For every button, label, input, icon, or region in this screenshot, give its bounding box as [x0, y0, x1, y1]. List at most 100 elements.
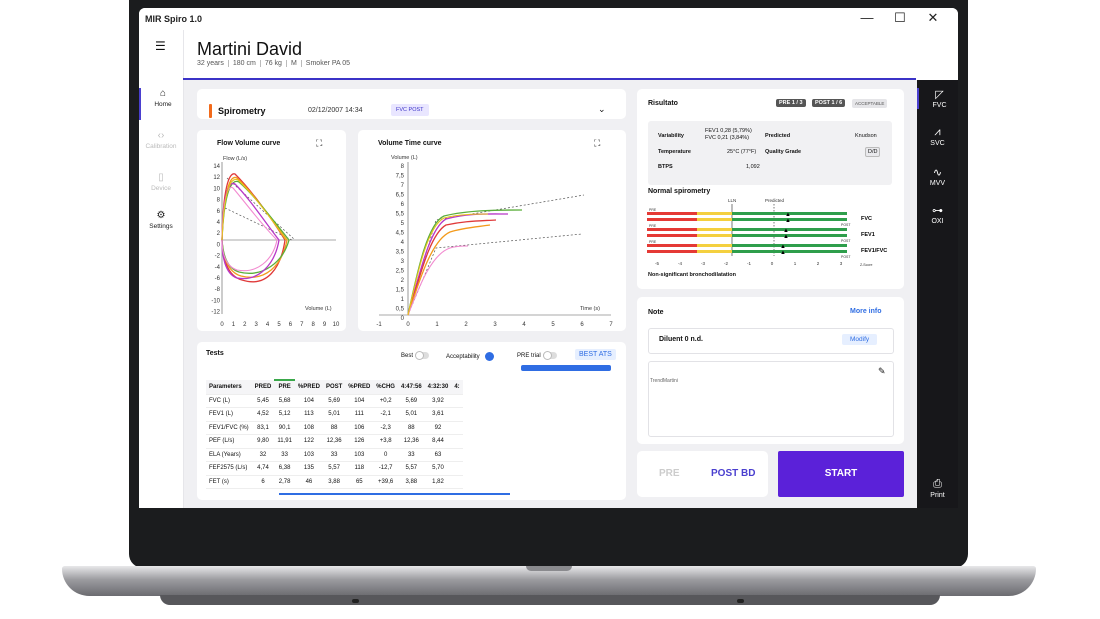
table-row[interactable]: FEF2575 (L/s) 4,74 6,38 135 5,57 118 -12,7 5,57… [206, 461, 463, 476]
code-icon: ‹› [157, 130, 165, 141]
tick-label: -4 [215, 265, 221, 271]
table-cell: 12,36 [322, 434, 346, 449]
pre-trial-toggle[interactable]: PRE trial [517, 351, 557, 360]
btps-value: 1,092 [746, 164, 760, 170]
table-cell: 3,61 [424, 407, 452, 422]
table-row[interactable]: FET (s) 6 2,78 46 3,88 65 +39,6 3,88 1,82 [206, 475, 463, 489]
spirometry-date: 02/12/2007 14:34 [308, 107, 363, 114]
predicted-line [407, 194, 585, 316]
sidebar-item-label: Home [154, 101, 172, 108]
variability-label: Variability [658, 133, 684, 139]
loop-curve [221, 176, 288, 278]
mvv-icon: ∿ [932, 167, 943, 179]
sidebar-item-home[interactable]: ⌂ Home [139, 88, 185, 120]
zscore-row-label: FVC [861, 216, 872, 222]
table-cell: 113 [294, 407, 323, 422]
maximize-button[interactable]: ☐ [894, 10, 906, 25]
print-button[interactable]: ⎙ Print [917, 478, 958, 499]
start-button[interactable]: START [778, 451, 904, 497]
expand-icon[interactable]: ⛶ [594, 138, 601, 148]
zscore-band [732, 228, 847, 231]
table-cell: PEF (L/s) [206, 434, 252, 449]
sidebar-item-settings[interactable]: ⚙ Settings [139, 210, 183, 230]
pre-tag: PRE [649, 208, 657, 212]
tick-label: 8 [401, 164, 405, 170]
best-toggle[interactable]: Best [401, 351, 430, 360]
pre-button[interactable]: PRE [659, 468, 680, 479]
tick-label: 4 [401, 240, 405, 246]
post-tag: POST [841, 239, 851, 243]
zscore-tick: -4 [678, 261, 682, 266]
post-bd-button[interactable]: POST BD [711, 468, 756, 479]
volume-curve [407, 224, 491, 316]
pre-trial-switch[interactable] [542, 351, 557, 360]
volume-curve [407, 209, 523, 316]
table-cell: 33 [322, 448, 346, 462]
tests-title: Tests [206, 350, 224, 357]
table-cell: FEV1 (L) [206, 407, 252, 422]
acceptability-switch[interactable] [485, 352, 495, 361]
zscore-marker: ▲ [785, 218, 791, 224]
minimize-button[interactable]: — [860, 10, 874, 25]
tick-label: 1,5 [396, 288, 405, 294]
table-cell: 12,36 [397, 434, 425, 449]
best-ats-button[interactable]: BEST ATS [575, 349, 616, 360]
zscore-band [697, 250, 732, 253]
tab-svc[interactable]: ⩘ SVC [917, 126, 958, 147]
zscore-label: Z-Score [860, 263, 873, 267]
phase-selector [637, 451, 768, 497]
laptop-base [62, 566, 1036, 596]
note-textarea[interactable] [648, 361, 894, 437]
tick-label: 2 [243, 322, 247, 328]
spirometry-accent [209, 104, 212, 118]
trial-selector-bar[interactable] [521, 365, 611, 371]
zscore-band [647, 218, 697, 221]
table-cell: 103 [294, 448, 323, 462]
time-x-label: Time (s) [580, 306, 600, 312]
table-cell: 5,69 [397, 394, 425, 408]
table-row[interactable]: ELA (Years) 32 33 103 33 103 0 33 63 [206, 448, 463, 462]
tab-fvc[interactable]: ◸ FVC [917, 88, 958, 109]
acceptable-badge: ACCEPTABLE [852, 99, 888, 108]
hamburger-menu-icon[interactable]: ☰ [155, 39, 166, 53]
table-cell: FEF2575 (L/s) [206, 461, 252, 476]
tick-label: 1 [435, 322, 439, 328]
table-cell: 33 [274, 448, 295, 462]
temperature-label: Temperature [658, 149, 691, 155]
table-row[interactable]: FEV1 (L) 4,52 5,12 113 5,01 111 -2,1 5,01 3,61 [206, 407, 463, 422]
table-cell: 2,78 [274, 475, 295, 489]
table-row[interactable]: FVC (L) 5,45 5,68 104 5,69 104 +0,2 5,69 3,92 [206, 394, 463, 408]
normal-spiro-chart: LLN Predicted ▲ PRE ▲ POST FVC ▲ PRE ▲ POST FEV1 ▲… [647, 198, 887, 267]
table-cell: 33 [397, 448, 425, 462]
table-header-cell: %PRED [345, 380, 374, 395]
acceptability-toggle[interactable]: Acceptability [446, 352, 495, 361]
modify-button[interactable]: Modify [842, 334, 878, 345]
lln-label: LLN [728, 198, 736, 203]
expand-icon[interactable]: ⛶ [316, 138, 323, 148]
patient-name: Martini David [197, 39, 303, 59]
table-cell: 104 [345, 394, 374, 408]
more-info-link[interactable]: More info [850, 308, 882, 315]
tab-oxi[interactable]: ⊶ OXI [917, 204, 958, 225]
volume-time-chart: 8 7,5 7 6,5 6 5,5 5 4,5 4 3,5 3 2,5 2 1,5 1 0,5 0 -1 0 1 2 3… [376, 155, 613, 328]
tab-mvv[interactable]: ∿ MVV [917, 166, 958, 187]
table-cell: 11,91 [274, 434, 295, 449]
tick-label: 2,5 [396, 269, 405, 275]
table-row[interactable]: PEF (L/s) 9,80 11,91 122 12,36 126 +3,8 12,36 8,… [206, 434, 463, 449]
oxi-icon: ⊶ [932, 205, 943, 217]
edit-pencil-icon[interactable]: ✎ [878, 366, 886, 376]
close-button[interactable]: ✕ [927, 10, 939, 25]
tab-label: OXI [931, 218, 944, 225]
chevron-down-icon[interactable]: ⌄ [598, 104, 606, 114]
table-cell: 32 [251, 448, 275, 462]
table-cell: 8,44 [424, 434, 452, 449]
table-cell: 5,57 [397, 461, 425, 476]
table-header-cell: 4:32:30 [424, 380, 452, 395]
table-header-cell: Parameters [206, 380, 252, 395]
best-switch[interactable] [415, 351, 430, 360]
table-cell: -12,7 [373, 461, 398, 476]
zscore-tick: 1 [794, 261, 797, 266]
table-row[interactable]: FEV1/FVC (%) 83,1 90,1 108 88 106 -2,3 88 92 [206, 421, 463, 435]
table-scrollbar[interactable] [279, 493, 510, 495]
